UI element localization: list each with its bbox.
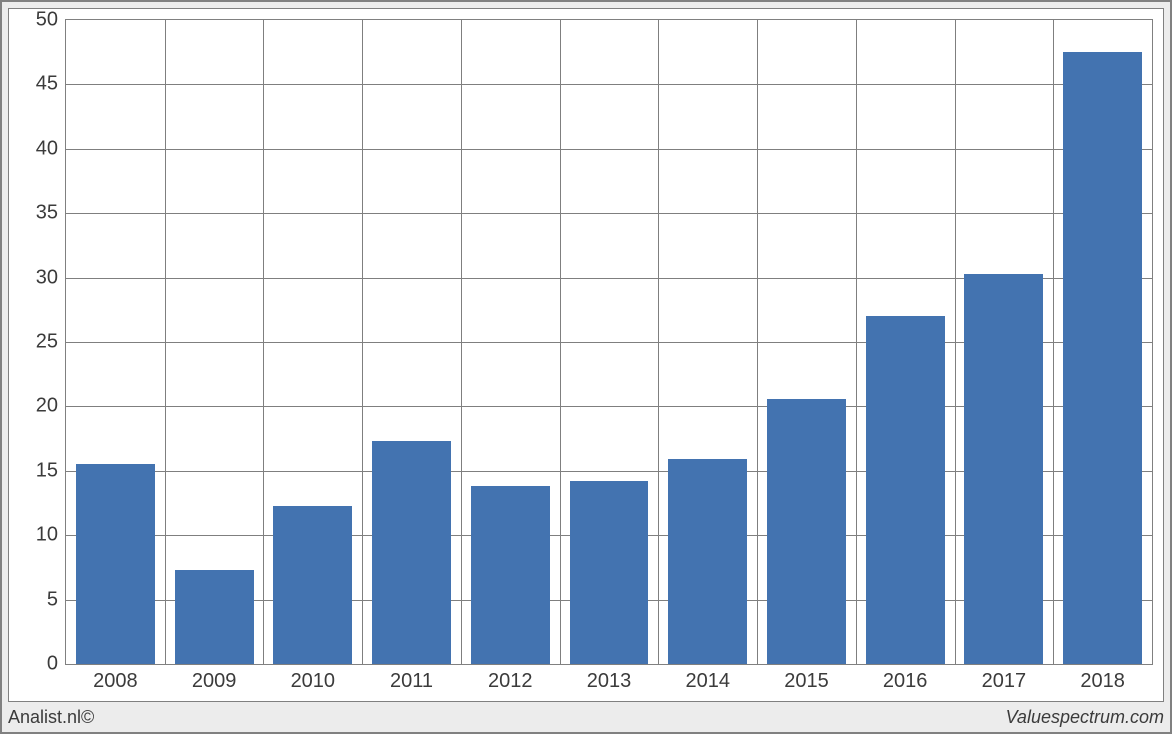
y-tick-label: 25 <box>36 331 66 354</box>
gridline-horizontal <box>66 213 1152 214</box>
gridline-vertical <box>955 20 956 664</box>
plot-wrap: 0 5 10 15 20 25 30 35 40 45 50 2008 2009 2010 2011 2012… <box>8 8 1164 702</box>
x-tick-label: 2015 <box>784 664 829 693</box>
x-tick-label: 2017 <box>982 664 1027 693</box>
x-tick-label: 2013 <box>587 664 632 693</box>
gridline-vertical <box>263 20 264 664</box>
gridline-vertical <box>757 20 758 664</box>
bar <box>471 486 550 664</box>
y-tick-label: 10 <box>36 524 66 547</box>
y-tick-label: 40 <box>36 137 66 160</box>
x-tick-label: 2014 <box>685 664 730 693</box>
bar <box>372 441 451 664</box>
bar <box>175 570 254 664</box>
y-tick-label: 15 <box>36 459 66 482</box>
bar <box>1063 52 1142 664</box>
gridline-vertical <box>856 20 857 664</box>
x-tick-label: 2011 <box>390 664 433 693</box>
x-tick-label: 2009 <box>192 664 237 693</box>
x-tick-label: 2010 <box>291 664 336 693</box>
bar <box>273 506 352 664</box>
gridline-vertical <box>658 20 659 664</box>
bar <box>767 399 846 664</box>
plot-area: 0510152025303540455020082009201020112012… <box>65 19 1153 665</box>
gridline-vertical <box>165 20 166 664</box>
y-tick-label: 45 <box>36 73 66 96</box>
y-tick-label: 5 <box>47 588 66 611</box>
gridline-vertical <box>560 20 561 664</box>
bar <box>964 274 1043 664</box>
x-tick-label: 2012 <box>488 664 533 693</box>
gridline-vertical <box>1053 20 1054 664</box>
gridline-horizontal <box>66 149 1152 150</box>
gridline-vertical <box>362 20 363 664</box>
y-tick-label: 0 <box>47 653 66 676</box>
bar <box>570 481 649 664</box>
y-tick-label: 20 <box>36 395 66 418</box>
x-tick-label: 2018 <box>1080 664 1125 693</box>
footer-right: Valuespectrum.com <box>1006 707 1164 728</box>
y-tick-label: 50 <box>36 9 66 32</box>
chart-container: 0 5 10 15 20 25 30 35 40 45 50 2008 2009 2010 2011 2012… <box>0 0 1172 734</box>
bar <box>668 459 747 664</box>
x-tick-label: 2016 <box>883 664 928 693</box>
bar <box>866 316 945 664</box>
gridline-vertical <box>461 20 462 664</box>
footer-left: Analist.nl© <box>8 707 94 728</box>
gridline-horizontal <box>66 84 1152 85</box>
y-tick-label: 35 <box>36 202 66 225</box>
bar <box>76 464 155 664</box>
x-tick-label: 2008 <box>93 664 138 693</box>
y-tick-label: 30 <box>36 266 66 289</box>
